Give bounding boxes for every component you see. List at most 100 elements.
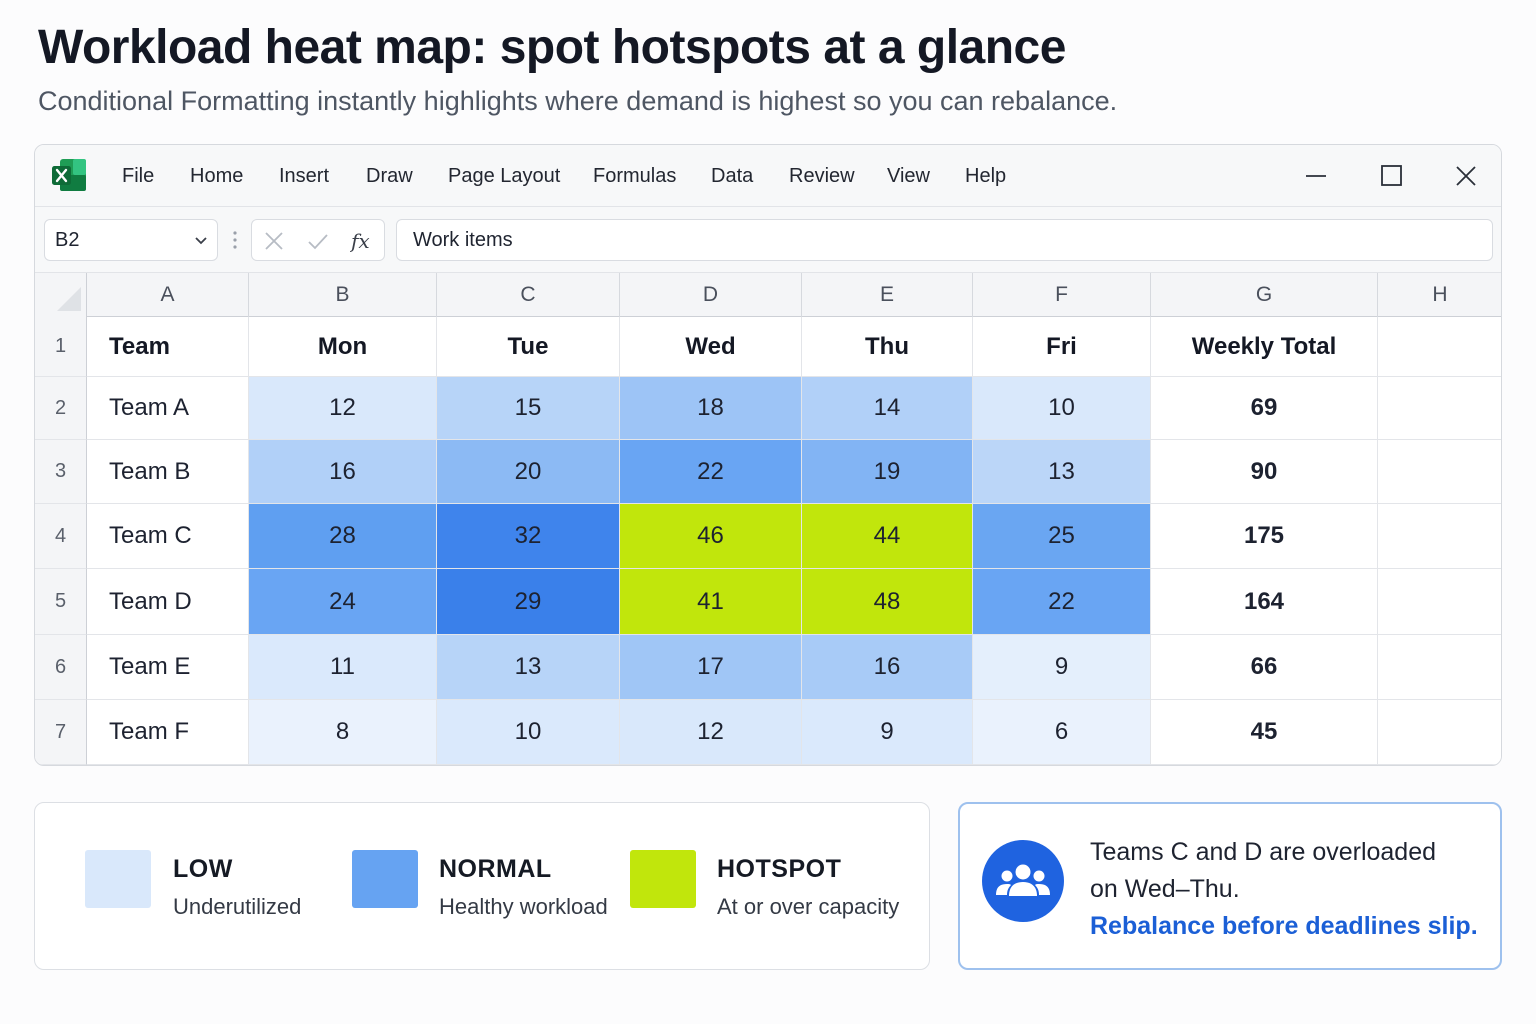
workload-cell[interactable]: 46 [620,504,802,569]
team-name-cell[interactable]: Team F [87,700,249,765]
team-name-cell[interactable]: Team B [87,440,249,504]
workload-cell[interactable]: 14 [802,377,973,440]
page-subhead: Conditional Formatting instantly highlig… [38,86,1118,116]
row-header-1[interactable]: 1 [35,317,87,377]
spreadsheet-window: File Home Insert Draw Page Layout Formulas Dat… [34,144,1502,766]
workload-cell[interactable]: 24 [249,569,437,635]
column-header-row [35,273,1501,317]
workload-cell[interactable]: 18 [620,377,802,440]
legend-title-normal: NORMAL [439,855,552,883]
workload-cell[interactable]: 16 [802,635,973,700]
workload-cell[interactable]: 32 [437,504,620,569]
column-header-d[interactable]: D [620,273,802,317]
more-options-icon[interactable] [229,229,241,251]
menu-insert[interactable]: Insert [279,165,330,187]
workload-cell[interactable]: 48 [802,569,973,635]
menu-home[interactable]: Home [190,165,244,187]
column-header-f[interactable]: F [973,273,1151,317]
menu-formulas[interactable]: Formulas [593,165,677,187]
column-header-b[interactable]: B [249,273,437,317]
empty-cell[interactable] [1378,635,1501,700]
workload-cell[interactable]: 11 [249,635,437,700]
column-header-c[interactable]: C [437,273,620,317]
weekly-total-cell[interactable]: 69 [1151,377,1378,440]
select-all-corner[interactable] [35,273,87,317]
header-cell-team[interactable]: Team [87,317,249,377]
team-name-cell[interactable]: Team E [87,635,249,700]
name-box[interactable]: B2 [44,219,218,261]
weekly-total-cell[interactable]: 175 [1151,504,1378,569]
menu-help[interactable]: Help [965,165,1007,187]
header-cell-fri[interactable]: Fri [973,317,1151,377]
workload-cell[interactable]: 22 [973,569,1151,635]
row-header-2[interactable]: 2 [35,377,87,440]
row-header-6[interactable]: 6 [35,635,87,700]
menu-view[interactable]: View [887,165,930,187]
workload-cell[interactable]: 12 [620,700,802,765]
empty-cell[interactable] [1378,504,1501,569]
workload-cell[interactable]: 19 [802,440,973,504]
header-cell-thu[interactable]: Thu [802,317,973,377]
workload-cell[interactable]: 13 [973,440,1151,504]
legend-title-hotspot: HOTSPOT [717,855,842,883]
column-header-e[interactable]: E [802,273,973,317]
empty-cell[interactable] [1378,317,1501,377]
menu-data[interactable]: Data [711,165,754,187]
workload-cell[interactable]: 41 [620,569,802,635]
close-icon[interactable] [1449,159,1483,193]
column-header-h[interactable]: H [1378,273,1501,317]
workload-cell[interactable]: 13 [437,635,620,700]
workload-cell[interactable]: 12 [249,377,437,440]
column-header-g[interactable]: G [1151,273,1378,317]
column-header-a[interactable]: A [87,273,249,317]
header-cell-wed[interactable]: Wed [620,317,802,377]
row-header-3[interactable]: 3 [35,440,87,504]
menu-review[interactable]: Review [789,165,855,187]
workload-cell[interactable]: 16 [249,440,437,504]
workload-cell[interactable]: 9 [802,700,973,765]
workload-cell[interactable]: 29 [437,569,620,635]
row-header-5[interactable]: 5 [35,569,87,635]
workload-cell[interactable]: 10 [437,700,620,765]
maximize-icon[interactable] [1375,159,1409,193]
weekly-total-cell[interactable]: 164 [1151,569,1378,635]
team-group-icon [982,840,1064,922]
chevron-down-icon[interactable] [193,232,209,248]
row-header-4[interactable]: 4 [35,504,87,569]
team-name-cell[interactable]: Team C [87,504,249,569]
workload-cell[interactable]: 9 [973,635,1151,700]
workload-cell[interactable]: 10 [973,377,1151,440]
empty-cell[interactable] [1378,377,1501,440]
header-cell-mon[interactable]: Mon [249,317,437,377]
workload-cell[interactable]: 8 [249,700,437,765]
workload-cell[interactable]: 22 [620,440,802,504]
weekly-total-cell[interactable]: 66 [1151,635,1378,700]
workload-cell[interactable]: 25 [973,504,1151,569]
function-icon[interactable]: fx [350,229,374,253]
empty-cell[interactable] [1378,569,1501,635]
workload-cell[interactable]: 6 [973,700,1151,765]
cancel-icon[interactable] [262,229,286,253]
formula-input[interactable]: Work items [396,219,1493,261]
weekly-total-cell[interactable]: 90 [1151,440,1378,504]
header-cell-weekly-total[interactable]: Weekly Total [1151,317,1378,377]
confirm-icon[interactable] [306,229,330,253]
row-header-7[interactable]: 7 [35,700,87,765]
team-name-cell[interactable]: Team A [87,377,249,440]
workload-cell[interactable]: 28 [249,504,437,569]
workload-cell[interactable]: 20 [437,440,620,504]
workload-cell[interactable]: 44 [802,504,973,569]
legend-desc-normal: Healthy workload [439,894,608,919]
header-cell-tue[interactable]: Tue [437,317,620,377]
empty-cell[interactable] [1378,700,1501,765]
minimize-icon[interactable] [1299,159,1333,193]
workload-cell[interactable]: 15 [437,377,620,440]
menu-draw[interactable]: Draw [366,165,413,187]
team-name-cell[interactable]: Team D [87,569,249,635]
empty-cell[interactable] [1378,440,1501,504]
weekly-total-cell[interactable]: 45 [1151,700,1378,765]
menu-page-layout[interactable]: Page Layout [448,165,561,187]
callout-cta-link[interactable]: Rebalance before deadlines slip. [1090,912,1478,940]
workload-cell[interactable]: 17 [620,635,802,700]
menu-file[interactable]: File [122,165,155,187]
